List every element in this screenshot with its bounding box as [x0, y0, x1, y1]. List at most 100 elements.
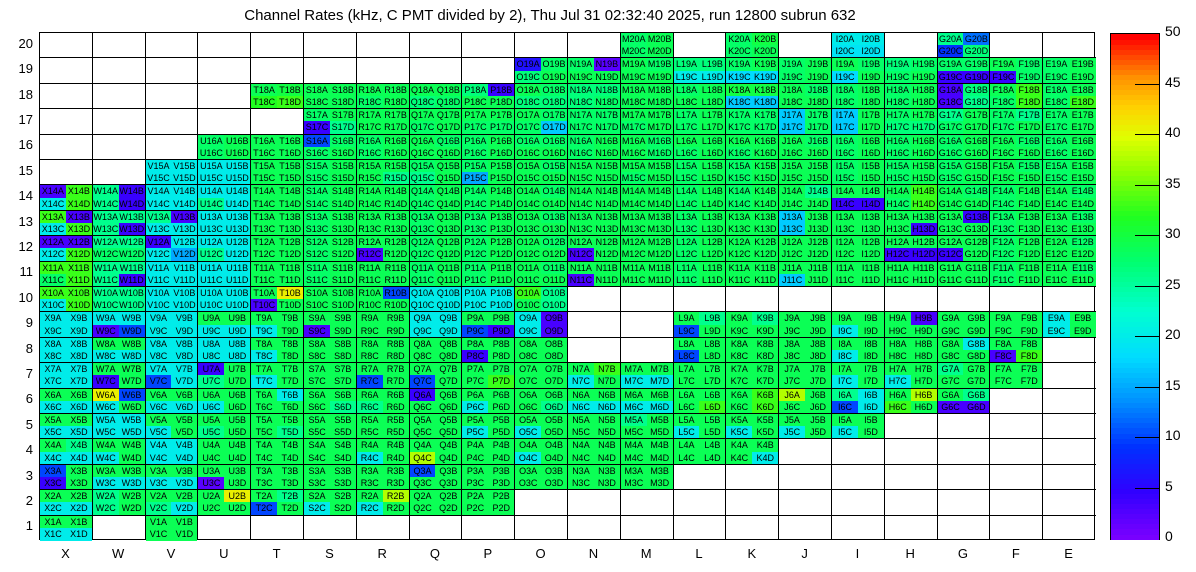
heatmap-quadrant-N6C[interactable]: N6C	[568, 400, 594, 413]
heatmap-quadrant-Q12D[interactable]: Q12D	[435, 248, 462, 261]
heatmap-quadrant-N13B[interactable]: N13B	[593, 210, 620, 223]
heatmap-quadrant-V2B[interactable]: V2B	[171, 490, 198, 503]
heatmap-cell-O5[interactable]: O5A O5B O5C O5D	[515, 414, 567, 440]
heatmap-quadrant-K15A[interactable]: K15A	[726, 160, 753, 173]
heatmap-quadrant-P12A[interactable]: P12A	[462, 236, 489, 249]
heatmap-quadrant-P16D[interactable]: P16D	[488, 146, 515, 159]
heatmap-quadrant-L4B[interactable]: L4B	[699, 439, 726, 452]
heatmap-quadrant-Q17C[interactable]: Q17C	[409, 121, 436, 134]
heatmap-quadrant-S12C[interactable]: S12C	[304, 248, 330, 261]
heatmap-quadrant-O7D[interactable]: O7D	[541, 375, 567, 388]
heatmap-quadrant-X2A[interactable]: X2A	[40, 490, 66, 503]
heatmap-quadrant-V1C[interactable]: V1C	[145, 528, 172, 541]
heatmap-quadrant-U7D[interactable]: U7D	[224, 375, 251, 388]
heatmap-cell-R15[interactable]: R15A R15B R15C R15D	[356, 160, 409, 186]
heatmap-quadrant-G16B[interactable]: G16B	[963, 134, 990, 147]
heatmap-quadrant-V7A[interactable]: V7A	[145, 363, 172, 376]
heatmap-cell-Q17[interactable]: Q17A Q17B Q17C Q17D	[409, 109, 462, 135]
heatmap-quadrant-M4A[interactable]: M4A	[620, 439, 647, 452]
heatmap-cell-T12[interactable]: T12A T12B T12C T12D	[251, 236, 303, 262]
heatmap-quadrant-J5A[interactable]: J5A	[779, 414, 806, 427]
heatmap-quadrant-M15C[interactable]: M15C	[620, 172, 647, 185]
heatmap-quadrant-G19D[interactable]: G19D	[963, 70, 990, 83]
heatmap-quadrant-L18A[interactable]: L18A	[673, 83, 700, 96]
heatmap-quadrant-P18D[interactable]: P18D	[488, 95, 515, 109]
heatmap-quadrant-G9C[interactable]: G9C	[937, 324, 964, 337]
heatmap-cell-S18[interactable]: S18A S18B S18C S18D	[304, 83, 356, 110]
heatmap-cell-V2[interactable]: V2A V2B V2C V2D	[145, 490, 198, 516]
heatmap-cell-O2[interactable]	[515, 490, 567, 516]
heatmap-cell-U9[interactable]: U9A U9B U9C U9D	[198, 312, 251, 338]
heatmap-quadrant-K17C[interactable]: K17C	[726, 121, 753, 134]
heatmap-quadrant-K9B[interactable]: K9B	[752, 312, 779, 325]
heatmap-quadrant-F15A[interactable]: F15A	[990, 160, 1017, 173]
heatmap-quadrant-S15A[interactable]: S15A	[304, 160, 330, 173]
heatmap-quadrant-I13B[interactable]: I13B	[857, 210, 884, 223]
heatmap-cell-J10[interactable]	[779, 287, 831, 313]
heatmap-quadrant-K9D[interactable]: K9D	[752, 324, 779, 337]
heatmap-cell-N19[interactable]: N19A N19B N19C N19D	[568, 58, 620, 84]
heatmap-quadrant-U5A[interactable]: U5A	[198, 414, 225, 427]
heatmap-quadrant-H19C[interactable]: H19C	[884, 70, 911, 83]
heatmap-quadrant-K14B[interactable]: K14B	[752, 185, 779, 198]
heatmap-quadrant-V14B[interactable]: V14B	[171, 185, 198, 198]
heatmap-quadrant-E17D[interactable]: E17D	[1069, 121, 1096, 134]
heatmap-cell-W12[interactable]: W12A W12B W12C W12D	[92, 236, 145, 262]
heatmap-quadrant-O14C[interactable]: O14C	[515, 197, 542, 210]
heatmap-cell-X8[interactable]: X8A X8B X8C X8D	[40, 337, 92, 364]
heatmap-cell-K4[interactable]: K4A K4B K4C K4D	[726, 439, 779, 465]
heatmap-cell-X14[interactable]: X14A X14B X14C X14D	[40, 185, 92, 211]
heatmap-quadrant-E14D[interactable]: E14D	[1069, 197, 1096, 210]
heatmap-quadrant-X11A[interactable]: X11A	[40, 261, 66, 274]
heatmap-quadrant-O6A[interactable]: O6A	[515, 388, 542, 401]
heatmap-cell-T16[interactable]: T16A T16B T16C T16D	[251, 134, 303, 160]
heatmap-quadrant-V3B[interactable]: V3B	[171, 464, 198, 477]
heatmap-quadrant-N3B[interactable]: N3B	[593, 464, 620, 477]
heatmap-quadrant-R11B[interactable]: R11B	[382, 261, 409, 274]
heatmap-quadrant-P7A[interactable]: P7A	[462, 363, 489, 376]
heatmap-quadrant-V9B[interactable]: V9B	[171, 312, 198, 325]
heatmap-quadrant-S16A[interactable]: S16A	[304, 134, 330, 147]
heatmap-quadrant-O8C[interactable]: O8C	[515, 349, 542, 363]
heatmap-cell-N1[interactable]	[568, 516, 620, 541]
heatmap-quadrant-Q2B[interactable]: Q2B	[435, 490, 462, 503]
heatmap-quadrant-U10C[interactable]: U10C	[198, 299, 225, 312]
heatmap-quadrant-E17B[interactable]: E17B	[1069, 109, 1096, 122]
heatmap-quadrant-H18D[interactable]: H18D	[910, 95, 937, 109]
heatmap-quadrant-M18A[interactable]: M18A	[620, 83, 647, 96]
heatmap-quadrant-S14D[interactable]: S14D	[329, 197, 356, 210]
heatmap-cell-M17[interactable]: M17A M17B M17C M17D	[620, 109, 673, 135]
heatmap-cell-H5[interactable]	[884, 414, 937, 440]
heatmap-quadrant-Q2A[interactable]: Q2A	[409, 490, 436, 503]
heatmap-cell-W11[interactable]: W11A W11B W11C W11D	[92, 261, 145, 287]
heatmap-quadrant-T15D[interactable]: T15D	[277, 172, 303, 185]
heatmap-cell-J12[interactable]: J12A J12B J12C J12D	[779, 236, 831, 262]
heatmap-quadrant-R17D[interactable]: R17D	[382, 121, 409, 134]
heatmap-quadrant-W14B[interactable]: W14B	[118, 185, 145, 198]
heatmap-cell-O15[interactable]: O15A O15B O15C O15D	[515, 160, 567, 186]
heatmap-cell-F17[interactable]: F17A F17B F17C F17D	[990, 109, 1043, 135]
heatmap-quadrant-R15B[interactable]: R15B	[382, 160, 409, 173]
heatmap-quadrant-F15C[interactable]: F15C	[990, 172, 1017, 185]
heatmap-cell-T5[interactable]: T5A T5B T5C T5D	[251, 414, 303, 440]
heatmap-quadrant-P15A[interactable]: P15A	[462, 160, 489, 173]
heatmap-quadrant-O18C[interactable]: O18C	[515, 95, 542, 109]
heatmap-quadrant-V3A[interactable]: V3A	[145, 464, 172, 477]
heatmap-quadrant-R14B[interactable]: R14B	[382, 185, 409, 198]
heatmap-quadrant-X12C[interactable]: X12C	[40, 248, 66, 261]
heatmap-cell-G6[interactable]: G6A G6B G6C G6D	[937, 388, 990, 414]
heatmap-quadrant-I6C[interactable]: I6C	[832, 400, 858, 413]
heatmap-quadrant-W9B[interactable]: W9B	[118, 312, 145, 325]
heatmap-quadrant-Q11D[interactable]: Q11D	[435, 273, 462, 286]
heatmap-quadrant-K5A[interactable]: K5A	[726, 414, 753, 427]
heatmap-quadrant-H15A[interactable]: H15A	[884, 160, 911, 173]
heatmap-quadrant-U16A[interactable]: U16A	[198, 134, 225, 147]
heatmap-quadrant-N15D[interactable]: N15D	[593, 172, 620, 185]
heatmap-quadrant-Q7A[interactable]: Q7A	[409, 363, 436, 376]
heatmap-cell-U10[interactable]: U10A U10B U10C U10D	[198, 287, 251, 313]
heatmap-cell-E11[interactable]: E11A E11B E11C E11D	[1043, 261, 1096, 287]
heatmap-quadrant-E11A[interactable]: E11A	[1043, 261, 1070, 274]
heatmap-quadrant-F18D[interactable]: F18D	[1016, 95, 1043, 109]
heatmap-quadrant-T7A[interactable]: T7A	[251, 363, 278, 376]
heatmap-quadrant-F18A[interactable]: F18A	[990, 83, 1017, 96]
